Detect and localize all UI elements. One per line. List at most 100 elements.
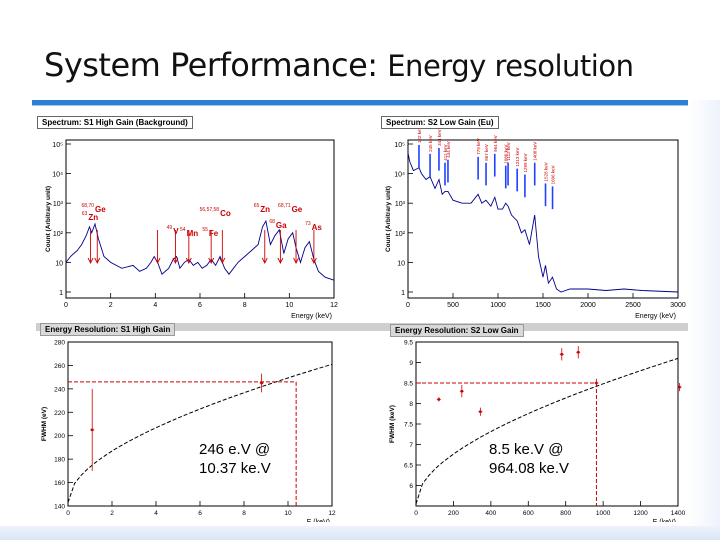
- s1-peak-arrowhead: [277, 257, 284, 265]
- s1-spectrum-xtick-label: 6: [198, 302, 202, 309]
- s2-resolution-xtick-label: 200: [448, 510, 459, 517]
- s2-peak-energy-label: 1086 keV: [504, 145, 509, 164]
- chart-s2-resolution: 6 6.5 7 7.5 8 8.5 9 9.5 0 200 400 600 800 1000 1200 140…: [389, 340, 686, 523]
- s1-spectrum-ylabel: Count (Arbitrary unit): [45, 186, 52, 252]
- slide-title: System Performance: Energy resolution: [44, 46, 634, 84]
- s1-spectrum-xtick-label: 8: [243, 302, 247, 309]
- s2-spectrum-ytick-label: 10³: [395, 201, 406, 208]
- s2-annotation-line1: 8.5 ke.V @: [489, 441, 564, 458]
- s1-peak-label-element: Ge: [292, 205, 303, 214]
- s1-peak-label-element: Zn: [88, 213, 98, 222]
- s1-peak-label-element: Ga: [276, 221, 287, 230]
- s1-spectrum-ytick-label: 10⁵: [52, 142, 63, 149]
- s2-spectrum-ytick-label: 10: [397, 260, 405, 267]
- s1-peak-arrowhead: [261, 257, 268, 265]
- s1-resolution-ytick-label: 260: [54, 363, 65, 370]
- s1-peak-label-mass: 68,71: [278, 203, 291, 209]
- s1-resolution-annotation: 246 e.V @ 10.37 ke.V: [199, 440, 271, 478]
- s2-peak-energy-label: 1112 keV: [506, 142, 511, 160]
- s1-resolution-ytick-label: 280: [54, 340, 65, 347]
- s1-peak-arrowhead: [185, 257, 192, 265]
- s1-peak-label-mass: 49: [167, 225, 173, 231]
- s2-resolution-title: Energy Resolution: S2 Low Gain: [390, 324, 524, 337]
- s1-spectrum-xlabel: Energy (keV): [291, 313, 332, 320]
- s2-spectrum-xtick-label: 2000: [580, 302, 596, 309]
- s1-resolution-title: Energy Resolution: S1 High Gain: [40, 323, 176, 336]
- s2-spectrum-xtick-label: 2500: [625, 302, 641, 309]
- s1-resolution-xtick-label: 4: [154, 510, 158, 517]
- title-divider: [32, 100, 688, 105]
- s2-peak-energy-label: 1213 keV: [515, 148, 520, 167]
- title-divider-shadow: [32, 105, 688, 106]
- right-decor-band: [688, 100, 720, 526]
- s2-resolution-ytick-label: 8: [409, 401, 413, 408]
- s1-peak-label-mass: 63: [82, 211, 88, 217]
- s2-peak-energy-label: 1408 keV: [533, 142, 538, 161]
- s1-peak-label-mass: 56,57,58: [200, 207, 220, 213]
- s2-spectrum-xtick-label: 500: [447, 302, 459, 309]
- s1-peak-arrowhead: [310, 257, 317, 265]
- s1-spectrum-xtick-label: 10: [285, 302, 293, 309]
- s1-peak-arrowhead: [94, 257, 101, 265]
- s2-resolution-data-point: [595, 381, 598, 385]
- s1-peak-label-mass: 55: [202, 227, 208, 233]
- s2-resolution-ytick-label: 9.5: [404, 340, 413, 347]
- s2-peak-energy-label: 444 keV: [446, 141, 451, 158]
- s2-spectrum-line: [407, 152, 679, 293]
- s2-resolution-ytick-label: 6.5: [404, 463, 413, 470]
- s2-spectrum-xtick-label: 3000: [670, 302, 686, 309]
- s1-peak-label-element: Fe: [209, 229, 219, 238]
- s2-resolution-annotation: 8.5 ke.V @ 964.08 ke.V: [489, 440, 569, 478]
- s2-spectrum-title: Spectrum: S2 Low Gain (Eu): [381, 116, 499, 129]
- s2-spectrum-ytick-label: 10²: [395, 231, 406, 238]
- s1-resolution-ytick-label: 160: [54, 480, 65, 487]
- s1-resolution-ytick-label: 200: [54, 433, 65, 440]
- s1-peak-label-element: Zn: [260, 205, 270, 214]
- s1-spectrum-xtick-label: 2: [109, 302, 113, 309]
- s2-resolution-xtick-label: 600: [523, 510, 534, 517]
- s2-peak-energy-label: 344 keV: [437, 129, 442, 146]
- s2-resolution-xlabel: E (keV): [653, 519, 676, 522]
- s2-peak-energy-label: 245 keV: [428, 135, 433, 152]
- s1-peak-label-element: As: [312, 223, 323, 232]
- s1-spectrum-xtick-label: 12: [330, 302, 338, 309]
- s2-resolution-frame: [415, 341, 679, 507]
- s2-resolution-data-point: [479, 410, 482, 413]
- s2-spectrum-xlabel: Energy (keV): [635, 313, 676, 320]
- s2-spectrum-ytick-label: 10⁴: [394, 172, 405, 179]
- s1-resolution-fit-curve: [67, 363, 333, 503]
- slide-title-sub: Energy resolution: [387, 49, 634, 83]
- s1-resolution-xtick-label: 8: [242, 510, 246, 517]
- s1-annotation-line1: 246 e.V @: [199, 441, 271, 458]
- s2-annotation-line2: 964.08 ke.V: [489, 460, 570, 477]
- s2-resolution-xtick-label: 1000: [596, 510, 611, 517]
- s2-peak-energy-label: 411 keV: [443, 145, 448, 161]
- s1-peak-arrowhead: [87, 257, 94, 265]
- s1-resolution-data-point: [91, 428, 94, 432]
- s1-spectrum-ytick-label: 10: [55, 260, 63, 267]
- s2-peak-energy-label: 1299 keV: [523, 154, 528, 173]
- s2-resolution-data-point: [560, 353, 563, 356]
- s2-resolution-xtick-label: 0: [414, 510, 418, 517]
- s1-annotation-line2: 10.37 ke.V: [199, 460, 271, 477]
- s1-peak-label-element: Ge: [95, 205, 106, 214]
- s2-resolution-ytick-label: 7.5: [404, 422, 413, 429]
- s1-spectrum-ytick-label: 10²: [53, 231, 64, 238]
- s2-resolution-data-point: [460, 390, 464, 393]
- s1-resolution-xtick-label: 10: [284, 510, 292, 517]
- s2-resolution-fit-curve: [415, 357, 679, 505]
- s1-resolution-ylabel: FWHM (eV): [41, 407, 48, 441]
- s2-resolution-ytick-label: 6: [409, 483, 413, 490]
- s2-spectrum-xtick-label: 0: [406, 302, 410, 309]
- s1-resolution-data-point: [260, 381, 263, 385]
- s2-resolution-ytick-label: 7: [409, 442, 413, 449]
- s1-resolution-ytick-label: 180: [54, 457, 65, 464]
- s1-spectrum-xtick-label: 4: [153, 302, 157, 309]
- s2-peak-energy-label: 867 keV: [484, 144, 489, 161]
- s2-spectrum-ytick-label: 10⁵: [394, 142, 405, 149]
- panel-divider-strip: [36, 323, 688, 331]
- s1-resolution-ytick-label: 220: [54, 410, 65, 417]
- s1-spectrum-title: Spectrum: S1 High Gain (Background): [37, 116, 193, 129]
- s2-spectrum-ylabel: Count (Arbitrary unit): [385, 186, 392, 252]
- s2-spectrum-xtick-label: 1000: [490, 302, 506, 309]
